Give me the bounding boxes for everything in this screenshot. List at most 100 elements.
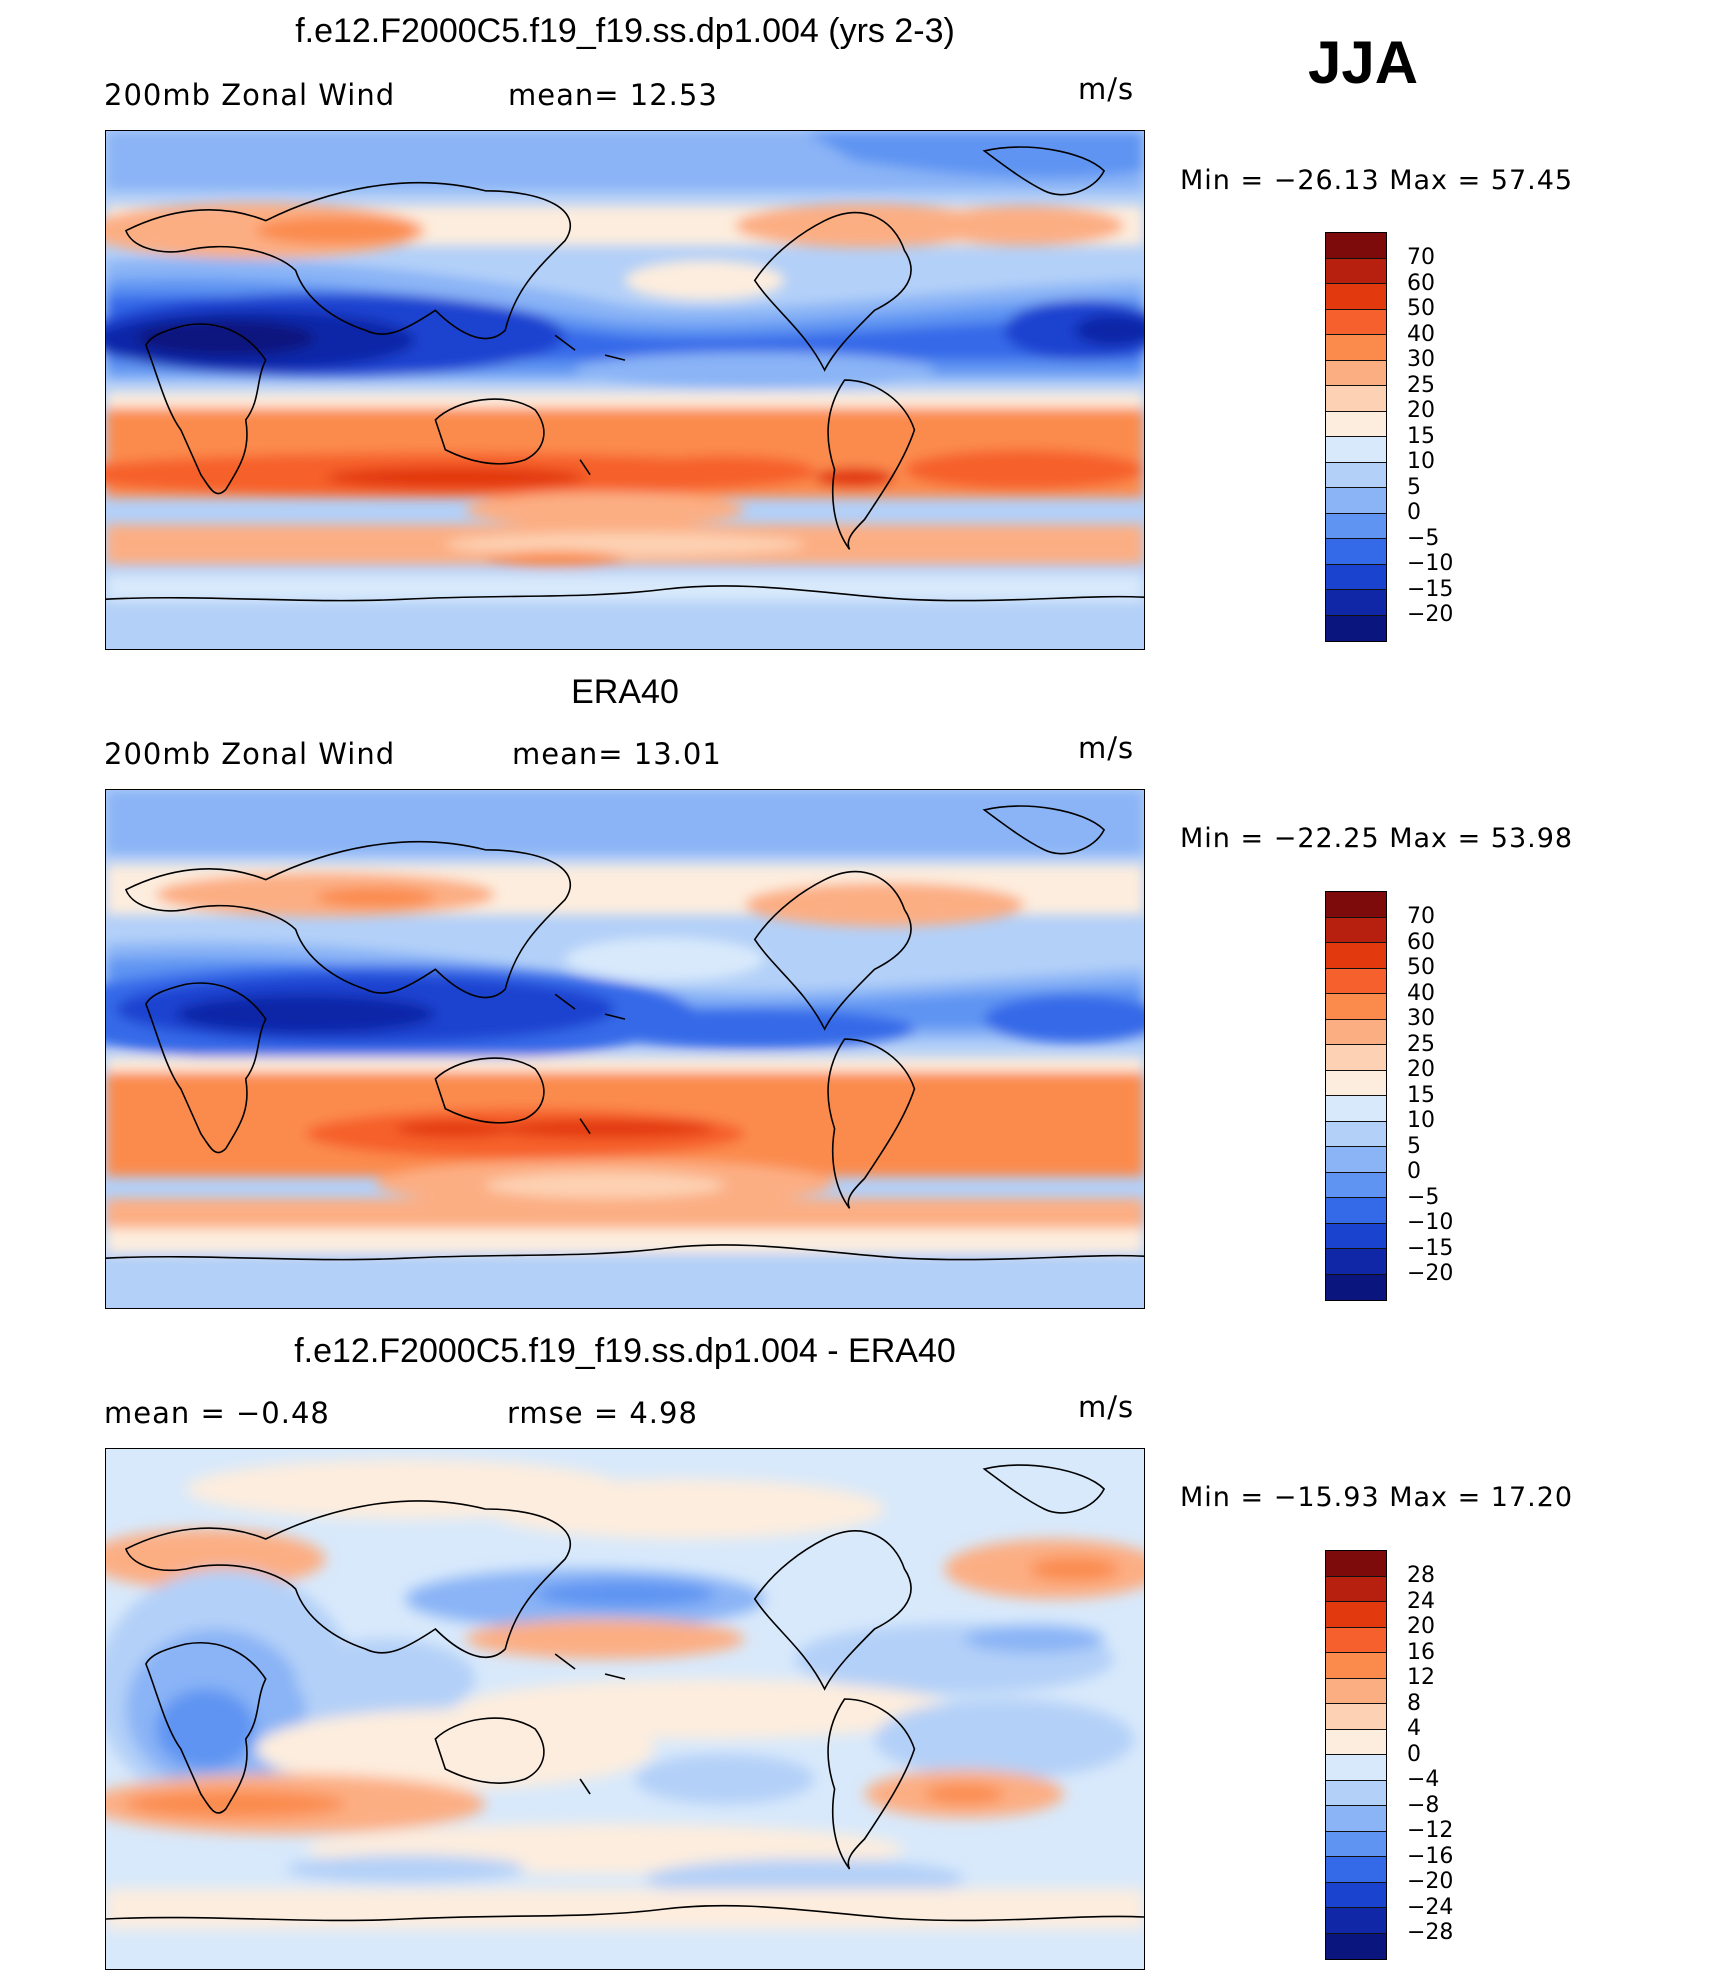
colorbar-label: −15: [1407, 1235, 1454, 1261]
colorbar-block: [1326, 488, 1386, 514]
colorbar-label: 50: [1407, 296, 1435, 321]
colorbar-label: −20: [1407, 1869, 1454, 1894]
season-label: JJA: [1308, 29, 1419, 96]
panel-3-colorbar-labels: 28 24 20 16 12 8 4 0 −4 −8 −12 −16 −20 −…: [1407, 1563, 1453, 1946]
panel-2-units: m/s: [1078, 731, 1135, 765]
colorbar-block: [1326, 1678, 1386, 1704]
panel-3-rmse-label: rmse = 4.98: [507, 1396, 698, 1430]
colorbar-label: 20: [1407, 1057, 1435, 1082]
colorbar-label: −8: [1407, 1792, 1440, 1818]
colorbar-label: 25: [1407, 372, 1435, 398]
panel-1-map: [105, 130, 1145, 650]
colorbar-label: 70: [1407, 245, 1435, 270]
colorbar-block: [1326, 1172, 1386, 1198]
panel-1-mean-label: mean= 12.53: [508, 78, 718, 112]
panel-2-mean-label: mean= 13.01: [512, 737, 722, 771]
colorbar-block: [1326, 1755, 1386, 1781]
colorbar-block: [1326, 1627, 1386, 1653]
colorbar-label: −10: [1407, 1210, 1454, 1235]
colorbar-label: −5: [1407, 1184, 1440, 1210]
panel-1-field-label: 200mb Zonal Wind: [104, 78, 396, 112]
colorbar-label: 10: [1407, 449, 1435, 474]
colorbar-block: [1326, 1274, 1386, 1300]
colorbar-block: [1326, 615, 1386, 641]
colorbar-label: 50: [1407, 955, 1435, 980]
colorbar-block: [1326, 1780, 1386, 1806]
colorbar-label: −5: [1407, 525, 1440, 551]
colorbar-label: 20: [1407, 398, 1435, 423]
colorbar-label: 24: [1407, 1588, 1435, 1614]
colorbar-label: 5: [1407, 1133, 1421, 1159]
panel-1-units: m/s: [1078, 72, 1135, 106]
colorbar-label: 60: [1407, 929, 1435, 955]
colorbar-block: [1326, 386, 1386, 412]
colorbar-label: −20: [1407, 602, 1454, 627]
colorbar-block: [1326, 590, 1386, 616]
colorbar-label: −16: [1407, 1843, 1454, 1869]
panel-3-coastlines: [106, 1464, 1144, 1922]
panel-2-colorbar: [1325, 891, 1387, 1301]
colorbar-label: 16: [1407, 1639, 1435, 1665]
panel-3-title: f.e12.F2000C5.f19_f19.ss.dp1.004 - ERA40: [294, 1332, 956, 1370]
colorbar-block: [1326, 1602, 1386, 1628]
colorbar-label: 0: [1407, 1741, 1421, 1767]
colorbar-block: [1326, 917, 1386, 943]
panel-3-colorbar: [1325, 1550, 1387, 1960]
colorbar-label: 30: [1407, 347, 1435, 372]
colorbar-block: [1326, 1704, 1386, 1730]
colorbar-label: 5: [1407, 474, 1421, 500]
colorbar-block: [1326, 1831, 1386, 1857]
colorbar-label: 40: [1407, 980, 1435, 1006]
colorbar-label: −15: [1407, 576, 1454, 602]
colorbar-block: [1326, 1070, 1386, 1096]
colorbar-label: 8: [1407, 1690, 1421, 1716]
panel-1-coastlines: [106, 146, 1144, 602]
colorbar-label: −28: [1407, 1920, 1454, 1945]
panel-1-title: f.e12.F2000C5.f19_f19.ss.dp1.004 (yrs 2-…: [295, 12, 955, 50]
colorbar-block: [1326, 539, 1386, 565]
colorbar-block: [1326, 1019, 1386, 1045]
colorbar-block: [1326, 1096, 1386, 1122]
panel-2-min-max: Min = −22.25 Max = 53.98: [1180, 823, 1574, 854]
colorbar-label: 12: [1407, 1665, 1435, 1690]
colorbar-label: 30: [1407, 1006, 1435, 1031]
panel-2-colorbar-labels: 70 60 50 40 30 25 20 15 10 5 0 −5 −10 −1…: [1407, 904, 1453, 1287]
colorbar-label: 60: [1407, 270, 1435, 296]
colorbar-block: [1326, 1729, 1386, 1755]
colorbar-label: 40: [1407, 321, 1435, 347]
panel-2-coastlines: [106, 805, 1144, 1261]
colorbar-block: [1326, 1147, 1386, 1173]
panel-2-map: [105, 789, 1145, 1309]
colorbar-label: 0: [1407, 500, 1421, 525]
colorbar-block: [1326, 258, 1386, 284]
panel-2-title: ERA40: [571, 673, 679, 711]
colorbar-label: 25: [1407, 1031, 1435, 1057]
colorbar-block: [1326, 1857, 1386, 1883]
colorbar-block: [1326, 284, 1386, 310]
colorbar-label: −10: [1407, 551, 1454, 576]
panel-3-units: m/s: [1078, 1390, 1135, 1424]
colorbar-block: [1326, 968, 1386, 994]
colorbar-block: [1326, 994, 1386, 1020]
colorbar-label: 20: [1407, 1614, 1435, 1639]
panel-2-field-label: 200mb Zonal Wind: [104, 737, 396, 771]
colorbar-block: [1326, 309, 1386, 335]
colorbar-block: [1326, 1933, 1386, 1959]
colorbar-label: 15: [1407, 1082, 1435, 1108]
colorbar-label: 70: [1407, 904, 1435, 929]
colorbar-block: [1326, 1223, 1386, 1249]
colorbar-block: [1326, 1198, 1386, 1224]
colorbar-block: [1326, 1249, 1386, 1275]
colorbar-block: [1326, 360, 1386, 386]
colorbar-label: −12: [1407, 1818, 1454, 1843]
colorbar-block: [1326, 1908, 1386, 1934]
colorbar-block: [1326, 437, 1386, 463]
colorbar-block: [1326, 1551, 1386, 1577]
panel-3-map: [105, 1448, 1145, 1970]
colorbar-block: [1326, 1045, 1386, 1071]
colorbar-block: [1326, 1806, 1386, 1832]
colorbar-label: −20: [1407, 1261, 1454, 1286]
colorbar-block: [1326, 1882, 1386, 1908]
colorbar-label: 4: [1407, 1716, 1421, 1741]
colorbar-block: [1326, 513, 1386, 539]
